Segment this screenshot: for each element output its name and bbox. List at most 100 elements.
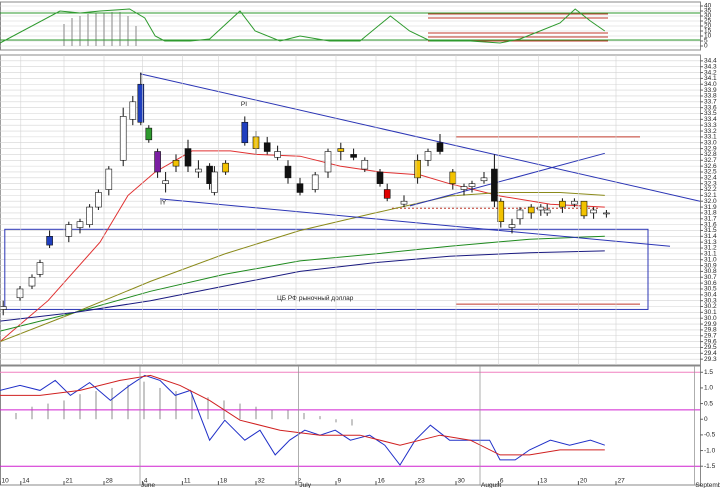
candle-body — [16, 288, 24, 299]
x-tick-label: 6 — [500, 478, 504, 485]
y-tick-label: 31.3 — [704, 239, 717, 246]
y-tick-label: 29.9 — [704, 321, 717, 328]
annotation: IY — [160, 200, 167, 207]
candle-body — [0, 306, 7, 310]
x-tick-label: 9 — [338, 478, 342, 485]
y-tick-label: 40 — [704, 3, 712, 10]
candle-body — [274, 151, 281, 158]
y-tick-label: 29.6 — [704, 338, 717, 345]
y-tick-label: 1.5 — [704, 369, 713, 376]
x-tick-label: 2 — [298, 478, 302, 485]
month-label: September — [695, 482, 720, 488]
candle-body — [28, 276, 36, 287]
y-tick-label: 34.3 — [704, 63, 717, 70]
y-tick-label: 31.8 — [704, 210, 717, 217]
histogram-bar — [303, 412, 305, 420]
y-tick-label: 33.3 — [704, 122, 717, 129]
histogram-bar — [287, 409, 289, 420]
candle-body — [195, 168, 202, 173]
histogram-bar — [335, 419, 337, 423]
histogram-bar — [63, 24, 65, 46]
y-tick-label: 33.2 — [704, 128, 717, 135]
candle-body — [376, 171, 384, 184]
x-tick-label: 32 — [258, 478, 266, 485]
y-tick-label: 31.4 — [704, 233, 717, 240]
histogram-bar — [319, 416, 321, 420]
series-line — [409, 152, 605, 207]
histogram-bar — [95, 391, 97, 420]
y-tick-label: 32.6 — [704, 163, 717, 170]
y-tick-label: 33.8 — [704, 93, 717, 100]
histogram-bar — [159, 387, 161, 420]
panel — [0, 54, 701, 366]
candle-body — [241, 121, 249, 144]
candle-body — [480, 177, 488, 182]
range-box — [4, 228, 649, 310]
candle-body — [263, 142, 271, 152]
candle-body — [65, 224, 73, 237]
x-tick-label: 28 — [106, 478, 114, 485]
y-tick-label: 20 — [704, 23, 712, 30]
x-tick-label: 27 — [618, 478, 626, 485]
y-tick-label: 10 — [704, 33, 712, 40]
candle-body — [324, 151, 332, 173]
candle-body — [436, 142, 444, 152]
y-tick-label: 32.4 — [704, 175, 717, 182]
candle-body — [222, 162, 229, 173]
y-tick-label: 15 — [704, 28, 712, 35]
y-tick-label: 34.4 — [704, 58, 717, 65]
candle-body — [516, 209, 524, 220]
y-tick-label: 0.5 — [704, 400, 713, 407]
y-tick-label: 33.9 — [704, 87, 717, 94]
y-tick-label: 25 — [704, 18, 712, 25]
y-tick-label: -0.5 — [704, 432, 716, 439]
y-tick-label: 29.3 — [704, 356, 717, 363]
candle-body — [184, 148, 192, 167]
y-tick-label: 33.4 — [704, 116, 717, 123]
y-tick-label: 30.0 — [704, 315, 717, 322]
y-tick-label: 32.7 — [704, 157, 717, 164]
candle-body — [571, 200, 578, 205]
candle-body — [105, 168, 113, 190]
candle-body — [449, 171, 457, 184]
y-tick-label: 31.0 — [704, 256, 717, 263]
annotation: PI — [241, 101, 247, 108]
series-line — [139, 73, 701, 202]
y-tick-label: 33.1 — [704, 134, 717, 141]
y-tick-label: 31.2 — [704, 245, 717, 252]
candle-body — [46, 236, 53, 246]
candle-body — [508, 224, 516, 228]
histogram-bar — [119, 12, 121, 46]
month-label: August — [481, 482, 501, 488]
candle-body — [580, 200, 588, 217]
candle-body — [95, 192, 102, 208]
y-tick-label: 33.0 — [704, 139, 717, 146]
y-tick-label: 30.9 — [704, 262, 717, 269]
histogram-bar — [175, 391, 177, 420]
y-tick-label: 34.2 — [704, 69, 717, 76]
y-tick-label: 33.5 — [704, 110, 717, 117]
candle-body — [383, 189, 391, 199]
series-line — [0, 192, 605, 343]
candle-body — [337, 148, 345, 152]
histogram-bar — [135, 26, 137, 46]
y-tick-label: 29.7 — [704, 332, 717, 339]
series-line — [0, 374, 605, 456]
annotation: ЦБ РФ рыночный доллар — [277, 294, 354, 302]
y-tick-label: 30.6 — [704, 280, 717, 287]
histogram-bar — [111, 12, 113, 46]
y-tick-label: 31.6 — [704, 221, 717, 228]
candle-body — [543, 209, 551, 214]
candle-body — [296, 183, 304, 193]
candle-body — [400, 200, 408, 205]
candle-body — [284, 165, 292, 179]
histogram-bar — [239, 403, 241, 420]
candle-body — [491, 168, 498, 202]
x-tick-label: 11 — [184, 478, 191, 485]
month-label: June — [141, 482, 155, 488]
panel — [0, 365, 701, 486]
series-line — [0, 8, 606, 44]
y-tick-label: 32.1 — [704, 192, 717, 199]
candle-body — [603, 212, 610, 215]
